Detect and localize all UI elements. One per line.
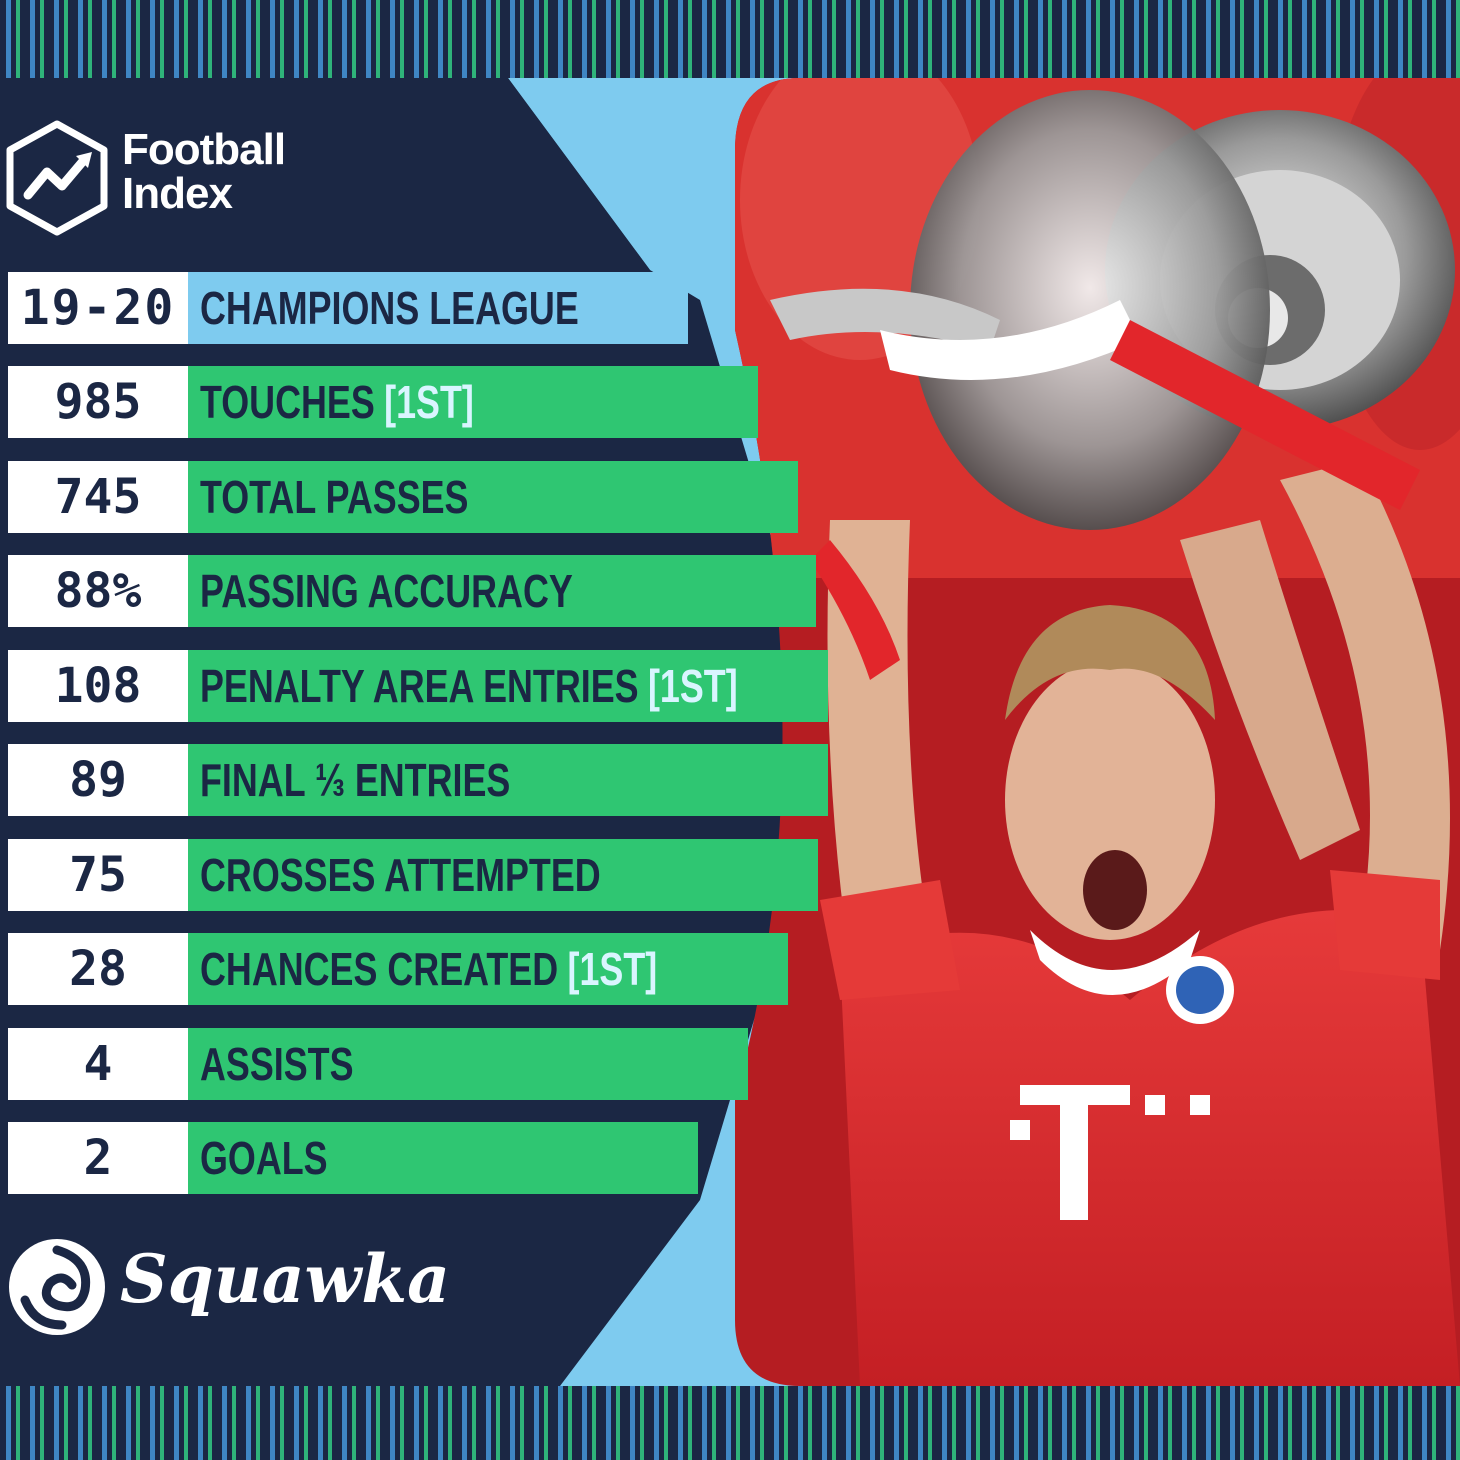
stat-row: 2 GOALS <box>8 1122 698 1194</box>
stat-value: 75 <box>8 839 188 911</box>
brand-name-line1: Football <box>122 125 286 174</box>
stat-label-group: PASSING ACCURACY <box>200 564 573 618</box>
stat-row: 985 TOUCHES [1ST] <box>8 366 758 438</box>
stat-value: 745 <box>8 461 188 533</box>
stat-row: 75 CROSSES ATTEMPTED <box>8 839 818 911</box>
stat-row: 88% PASSING ACCURACY <box>8 555 816 627</box>
stat-label-group: CROSSES ATTEMPTED <box>200 848 601 902</box>
stat-label-group: ASSISTS <box>200 1037 354 1091</box>
brand-name-line2: Index <box>122 169 233 218</box>
stat-label-box: ASSISTS <box>188 1028 748 1100</box>
stat-value: 108 <box>8 650 188 722</box>
stat-label-box: GOALS <box>188 1122 698 1194</box>
stat-label-group: CHANCES CREATED [1ST] <box>200 942 657 996</box>
stat-label: ASSISTS <box>200 1038 354 1090</box>
top-stripe-band <box>0 0 1460 78</box>
squawka-logo-mark <box>9 1239 105 1335</box>
stat-row: 745 TOTAL PASSES <box>8 461 798 533</box>
stat-label-box: PASSING ACCURACY <box>188 555 816 627</box>
stat-row: 28 CHANCES CREATED [1ST] <box>8 933 788 1005</box>
stat-rank-badge: [1ST] <box>384 376 474 428</box>
stat-rank-badge: [1ST] <box>647 660 738 712</box>
bottom-stripe-band <box>0 1386 1460 1460</box>
stat-value: 28 <box>8 933 188 1005</box>
stat-label-group: TOTAL PASSES <box>200 470 468 524</box>
stat-label: TOTAL PASSES <box>200 471 469 523</box>
stat-label-group: FINAL ⅓ ENTRIES <box>200 753 510 807</box>
stat-value: 2 <box>8 1122 188 1194</box>
stat-label: TOUCHES <box>200 376 375 428</box>
stat-label: GOALS <box>200 1132 328 1184</box>
stat-label-group: TOUCHES [1ST] <box>200 375 474 429</box>
player-photo <box>735 78 1460 1386</box>
stat-label-box: TOUCHES [1ST] <box>188 366 758 438</box>
season-header-row: 19-20 CHAMPIONS LEAGUE <box>8 272 688 344</box>
stat-value: 89 <box>8 744 188 816</box>
competition-label: CHAMPIONS LEAGUE <box>200 282 579 334</box>
stat-label: PASSING ACCURACY <box>200 565 573 617</box>
stat-value: 985 <box>8 366 188 438</box>
stat-value: 4 <box>8 1028 188 1100</box>
stat-label: CROSSES ATTEMPTED <box>200 849 601 901</box>
stat-label-box: CHANCES CREATED [1ST] <box>188 933 788 1005</box>
stat-value: 88% <box>8 555 188 627</box>
stat-rank-badge: [1ST] <box>567 943 658 995</box>
stat-label: FINAL ⅓ ENTRIES <box>200 754 511 806</box>
season-label: 19-20 <box>8 272 188 344</box>
stat-label-group: GOALS <box>200 1131 328 1185</box>
stat-row: 108 PENALTY AREA ENTRIES [1ST] <box>8 650 828 722</box>
stat-label: PENALTY AREA ENTRIES <box>200 660 639 712</box>
stat-label: CHANCES CREATED <box>200 943 559 995</box>
stat-row: 4 ASSISTS <box>8 1028 748 1100</box>
competition-label-box: CHAMPIONS LEAGUE <box>188 272 688 344</box>
stat-label-group: PENALTY AREA ENTRIES [1ST] <box>200 659 738 713</box>
football-index-wordmark: Football Index <box>122 125 286 218</box>
stat-row: 89 FINAL ⅓ ENTRIES <box>8 744 828 816</box>
stat-label-box: FINAL ⅓ ENTRIES <box>188 744 828 816</box>
stat-label-box: CROSSES ATTEMPTED <box>188 839 818 911</box>
squawka-wordmark: Squawka <box>120 1240 450 1318</box>
stat-label-box: PENALTY AREA ENTRIES [1ST] <box>188 650 828 722</box>
football-index-logo-mark <box>6 120 108 236</box>
stat-label-box: TOTAL PASSES <box>188 461 798 533</box>
